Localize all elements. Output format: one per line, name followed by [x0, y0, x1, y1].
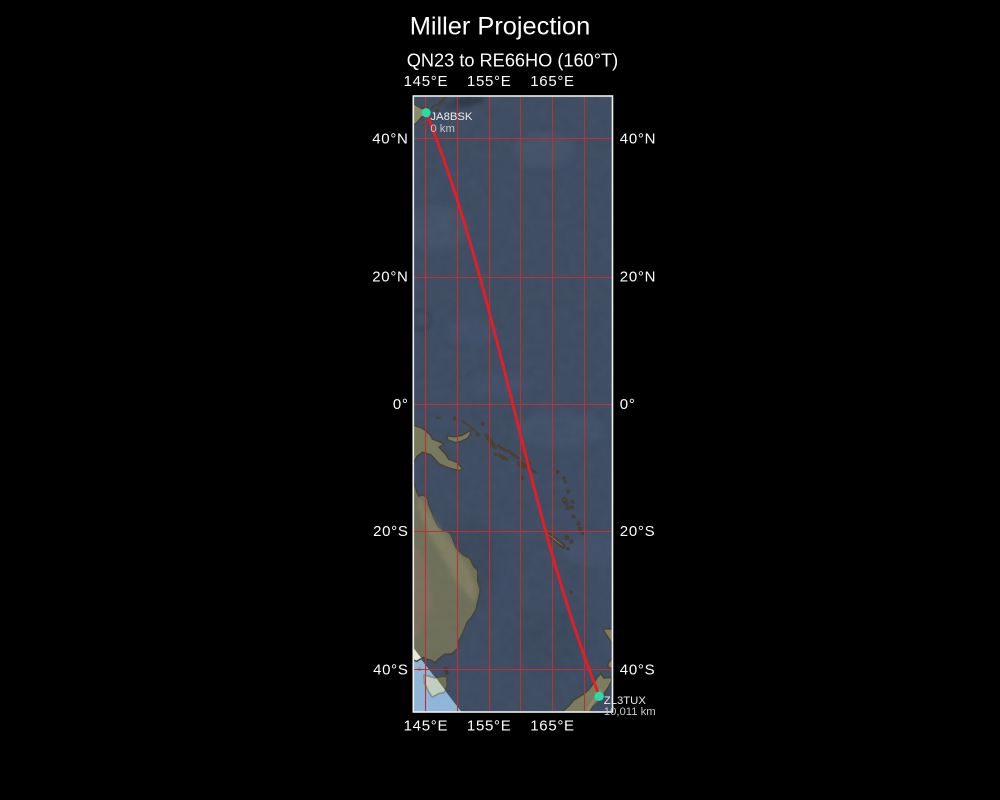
svg-text:155°E: 155°E [467, 73, 512, 90]
svg-text:40°N: 40°N [620, 130, 656, 147]
svg-text:20°N: 20°N [620, 269, 656, 286]
svg-text:QN23 to RE66HO (160°T): QN23 to RE66HO (160°T) [407, 51, 618, 71]
svg-text:ZL3TUX: ZL3TUX [604, 695, 647, 707]
svg-text:20°N: 20°N [372, 269, 408, 286]
svg-text:165°E: 165°E [530, 718, 575, 735]
svg-text:10,011 km: 10,011 km [604, 706, 656, 718]
svg-text:0°: 0° [393, 396, 409, 413]
svg-text:40°N: 40°N [372, 130, 408, 147]
svg-text:20°S: 20°S [620, 523, 656, 540]
svg-text:JA8BSK: JA8BSK [430, 111, 473, 123]
svg-text:0 km: 0 km [430, 123, 454, 135]
svg-text:155°E: 155°E [467, 718, 512, 735]
svg-text:40°S: 40°S [373, 661, 409, 678]
svg-text:Miller Projection: Miller Projection [410, 12, 591, 40]
svg-text:20°S: 20°S [373, 523, 409, 540]
svg-text:145°E: 145°E [404, 718, 449, 735]
svg-text:40°S: 40°S [620, 661, 656, 678]
svg-text:165°E: 165°E [530, 73, 575, 90]
svg-text:145°E: 145°E [404, 73, 449, 90]
svg-text:0°: 0° [620, 396, 636, 413]
